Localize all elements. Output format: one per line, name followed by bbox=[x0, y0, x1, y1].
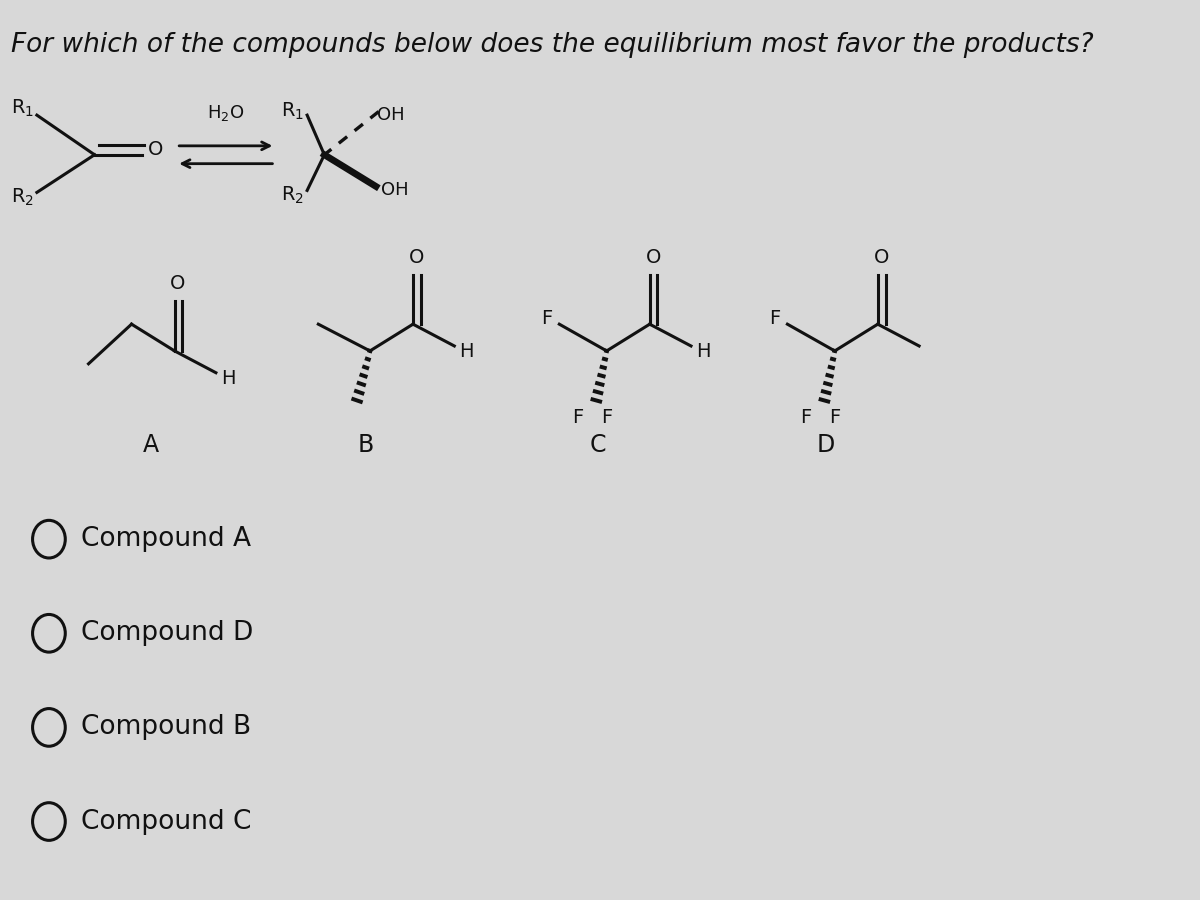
Text: F: F bbox=[601, 409, 612, 428]
Text: F: F bbox=[800, 409, 811, 428]
Text: O: O bbox=[646, 248, 661, 266]
Text: O: O bbox=[874, 248, 889, 266]
Text: D: D bbox=[817, 433, 835, 457]
Text: O: O bbox=[409, 248, 424, 266]
Text: OH: OH bbox=[382, 182, 409, 200]
Text: O: O bbox=[170, 274, 186, 293]
Text: H$_2$O: H$_2$O bbox=[208, 104, 245, 123]
Text: For which of the compounds below does the equilibrium most favor the products?: For which of the compounds below does th… bbox=[11, 32, 1093, 58]
Text: F: F bbox=[541, 309, 552, 328]
Text: Compound D: Compound D bbox=[80, 620, 253, 646]
Text: H: H bbox=[221, 369, 235, 388]
Text: F: F bbox=[769, 309, 780, 328]
Text: R$_2$: R$_2$ bbox=[11, 186, 34, 208]
Text: Compound C: Compound C bbox=[80, 808, 251, 834]
Text: Compound B: Compound B bbox=[80, 715, 251, 741]
Text: R$_1$: R$_1$ bbox=[11, 97, 34, 119]
Text: B: B bbox=[358, 433, 373, 457]
Text: F: F bbox=[829, 409, 840, 428]
Text: F: F bbox=[571, 409, 583, 428]
Text: R$_2$: R$_2$ bbox=[281, 184, 305, 206]
Text: H: H bbox=[460, 342, 474, 362]
Text: O: O bbox=[148, 140, 163, 159]
Text: C: C bbox=[590, 433, 606, 457]
Text: Compound A: Compound A bbox=[80, 526, 251, 553]
Text: H: H bbox=[696, 342, 710, 362]
Text: A: A bbox=[143, 433, 158, 457]
Text: OH: OH bbox=[377, 106, 404, 124]
Text: R$_1$: R$_1$ bbox=[281, 101, 305, 122]
